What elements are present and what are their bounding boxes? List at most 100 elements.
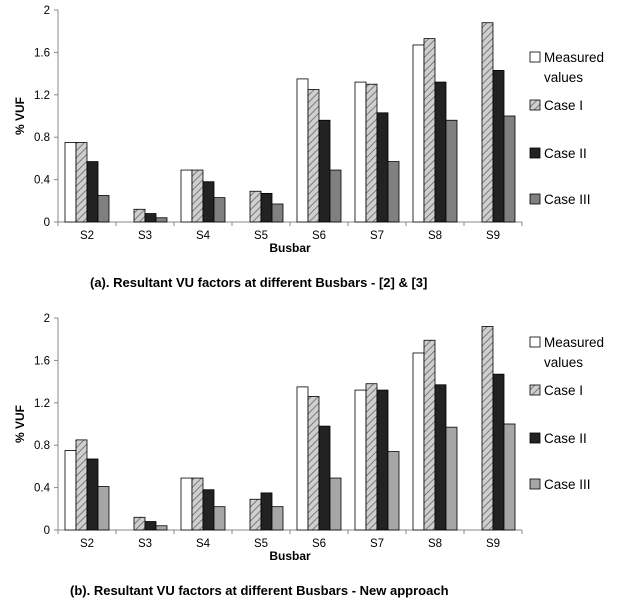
y-tick-label: 0	[44, 217, 50, 229]
bar-case-ii-s6	[318, 119, 331, 223]
bar-case-iii-s4	[213, 197, 226, 223]
bar-case-ii-s2	[86, 458, 99, 531]
x-tick-label: S6	[312, 538, 326, 550]
legend-label: Case II	[544, 431, 587, 446]
bar-measured-values-s4	[180, 169, 193, 223]
bar-case-i-s7	[365, 83, 378, 223]
bar-measured-values-s4	[180, 477, 193, 531]
chart-b: 0 0.4 0.8 1.2 1.6 2 S2 S3 S4 S5 S6 S7 S8 S9 % VUF Busba…	[13, 313, 604, 598]
x-axis-title: Busbar	[269, 549, 311, 563]
legend-label: values	[544, 70, 583, 85]
y-axis-title: % VUF	[13, 405, 27, 443]
bar-case-i-s3	[133, 208, 146, 223]
chart-caption: (b). Resultant VU factors at different B…	[70, 583, 449, 598]
x-tick-label: S6	[312, 230, 326, 242]
chart-a: 0 0.4 0.8 1.2 1.6 2 S2 S3 S4 S5 S6 S7 S8 S9 % VUF Busba…	[13, 5, 604, 290]
x-tick-label: S8	[428, 230, 442, 242]
y-tick-label: 0.4	[34, 483, 51, 495]
y-tick-label: 2	[44, 5, 50, 17]
y-tick-label: 0	[44, 525, 50, 537]
bar-case-i-s5	[249, 190, 262, 223]
bar-case-iii-s7	[387, 161, 400, 223]
bar-case-iii-s9	[503, 115, 516, 223]
legend-swatch	[529, 384, 541, 396]
bar-measured-values-s8	[412, 44, 425, 223]
legend-swatch	[529, 432, 541, 444]
bar-case-i-s9	[481, 326, 494, 531]
y-tick-label: 1.6	[34, 47, 50, 59]
legend-swatch	[529, 478, 541, 490]
x-tick-label: S4	[196, 230, 211, 242]
bar-case-iii-s7	[387, 451, 400, 531]
bar-measured-values-s6	[296, 386, 309, 531]
bar-measured-values-s8	[412, 352, 425, 531]
legend-label: Measured	[544, 335, 604, 350]
bar-case-ii-s2	[86, 161, 99, 223]
y-tick-label: 1.6	[34, 355, 50, 367]
bar-case-iii-s3	[155, 217, 168, 223]
legend-label: Case I	[544, 383, 583, 398]
y-tick-label: 2	[44, 313, 50, 325]
bar-case-ii-s8	[434, 384, 447, 531]
bar-case-iii-s5	[271, 506, 284, 531]
bar-case-ii-s8	[434, 81, 447, 223]
bar-case-i-s2	[75, 439, 88, 531]
legend-label: Measured	[544, 50, 604, 65]
legend-label: Case I	[544, 98, 583, 113]
bar-case-i-s3	[133, 516, 146, 531]
bar-case-iii-s5	[271, 203, 284, 223]
bar-case-i-s4	[191, 169, 204, 223]
bar-case-iii-s3	[155, 525, 168, 531]
bar-case-iii-s4	[213, 506, 226, 531]
y-axis-title: % VUF	[13, 97, 27, 135]
bar-case-ii-s3	[144, 213, 157, 223]
y-tick-label: 1.2	[34, 90, 50, 102]
legend-label: values	[544, 355, 583, 370]
x-axis-title: Busbar	[269, 241, 311, 255]
bar-case-ii-s3	[144, 521, 157, 531]
x-tick-label: S7	[370, 538, 384, 550]
bar-case-ii-s4	[202, 489, 215, 531]
x-tick-label: S4	[196, 538, 211, 550]
y-tick-label: 1.2	[34, 398, 50, 410]
bar-case-i-s6	[307, 396, 320, 531]
x-tick-label: S9	[486, 538, 500, 550]
x-tick-label: S2	[80, 230, 94, 242]
x-tick-label: S7	[370, 230, 384, 242]
bar-case-iii-s8	[445, 119, 458, 223]
bar-case-i-s7	[365, 383, 378, 531]
bar-case-i-s8	[423, 339, 436, 531]
legend-swatch	[529, 51, 541, 63]
bar-measured-values-s7	[354, 389, 367, 531]
bar-measured-values-s2	[64, 450, 77, 531]
x-tick-label: S8	[428, 538, 442, 550]
legend: Measured values Case I Case II Case III	[529, 335, 604, 492]
bar-case-iii-s9	[503, 423, 516, 531]
x-tick-label: S3	[138, 538, 152, 550]
y-tick-label: 0.4	[34, 175, 51, 187]
legend-swatch	[529, 147, 541, 159]
legend-swatch	[529, 336, 541, 348]
legend-label: Case II	[544, 146, 587, 161]
bar-case-ii-s5	[260, 192, 273, 223]
bar-case-i-s9	[481, 22, 494, 223]
bar-case-iii-s8	[445, 426, 458, 531]
bar-case-ii-s9	[492, 70, 505, 223]
bar-case-iii-s6	[329, 169, 342, 223]
legend: Measured values Case I Case II Case III	[529, 50, 604, 207]
bar-case-ii-s6	[318, 425, 331, 531]
y-tick-label: 0.8	[34, 440, 50, 452]
bar-case-i-s8	[423, 38, 436, 223]
bar-case-i-s2	[75, 142, 88, 223]
legend-label: Case III	[544, 477, 591, 492]
bar-measured-values-s7	[354, 81, 367, 223]
y-tick-label: 0.8	[34, 132, 50, 144]
bar-case-ii-s5	[260, 492, 273, 531]
bar-case-i-s4	[191, 477, 204, 531]
legend-swatch	[529, 99, 541, 111]
bar-case-iii-s2	[97, 486, 110, 531]
x-tick-label: S3	[138, 230, 152, 242]
bar-case-ii-s4	[202, 181, 215, 223]
x-tick-label: S5	[254, 230, 268, 242]
